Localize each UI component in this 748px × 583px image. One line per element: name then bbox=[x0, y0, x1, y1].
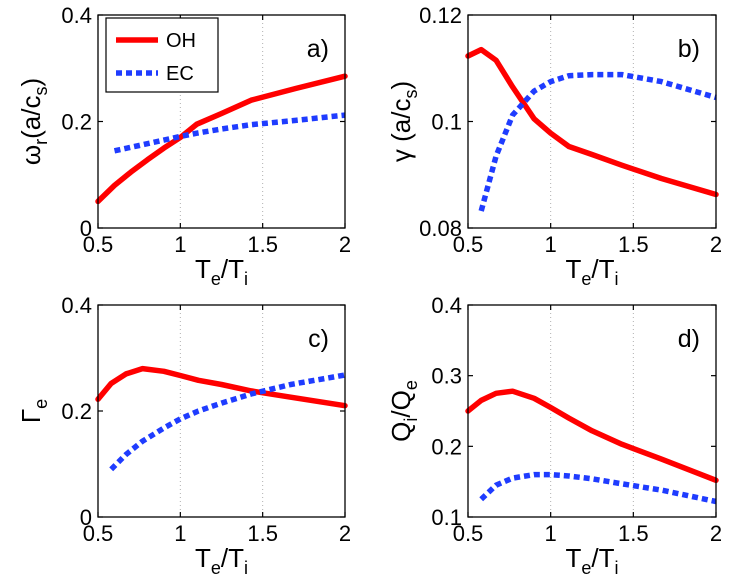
x-tick-label: 1.5 bbox=[618, 232, 649, 257]
y-tick-label: 0.2 bbox=[61, 110, 92, 135]
series-ec-line bbox=[479, 471, 717, 505]
panel-label: b) bbox=[678, 35, 700, 63]
label-part: i bbox=[244, 558, 248, 578]
y-axis-label: Γe bbox=[16, 399, 51, 423]
x-tick-label: 2 bbox=[710, 232, 722, 257]
y-tick-label: 0.1 bbox=[431, 505, 462, 530]
label-part: e bbox=[211, 558, 221, 578]
label-part: i bbox=[615, 558, 619, 578]
label-part: T bbox=[195, 254, 211, 284]
x-tick-label: 0.5 bbox=[453, 232, 484, 257]
x-tick-label: 2 bbox=[339, 521, 351, 546]
y-tick-label: 0.3 bbox=[431, 364, 462, 389]
series-ec-line bbox=[478, 71, 717, 212]
series-ec-line bbox=[113, 112, 346, 154]
panel-label: d) bbox=[678, 325, 700, 353]
label-part: s bbox=[401, 90, 421, 99]
x-axis-label: Te/Ti bbox=[195, 543, 248, 578]
series-oh-line bbox=[95, 73, 348, 205]
y-tick-label: 0.12 bbox=[419, 3, 462, 28]
x-axis-label: Te/Ti bbox=[195, 254, 248, 289]
label-part: T bbox=[565, 543, 581, 573]
label-part: T bbox=[195, 543, 211, 573]
x-axis-label: Te/Ti bbox=[565, 254, 618, 289]
y-tick-label: 0.4 bbox=[431, 293, 462, 318]
series-ec-line bbox=[109, 372, 346, 472]
x-axis-label: Te/Ti bbox=[565, 543, 618, 578]
panel-b: 0.5 1 1.5 2 0.08 0.1 0.12 b) Te/Ti γ (a/cs) bbox=[386, 3, 722, 289]
label-part: Q bbox=[386, 422, 416, 442]
y-tick-label: 0.2 bbox=[431, 434, 462, 459]
y-axis-label: γ (a/cs) bbox=[386, 81, 421, 162]
label-part: e bbox=[401, 380, 421, 390]
label-part: (a/c bbox=[16, 96, 46, 139]
x-tick-label: 1 bbox=[545, 232, 557, 257]
panel-c: 0.5 1 1.5 2 0 0.2 0.4 c) Te/Ti Γe bbox=[16, 293, 351, 578]
label-part: i bbox=[244, 269, 248, 289]
x-tick-label: 1 bbox=[174, 232, 186, 257]
series-oh-line bbox=[465, 388, 719, 484]
label-part: e bbox=[211, 269, 221, 289]
label-part: s bbox=[31, 87, 51, 96]
label-part: ) bbox=[16, 78, 46, 87]
x-tick-label: 1 bbox=[174, 521, 186, 546]
legend-label-ec: EC bbox=[166, 63, 194, 85]
y-axis-label: Qi/Qe bbox=[386, 380, 421, 442]
y-tick-label: 0.08 bbox=[419, 216, 462, 241]
y-tick-label: 0.4 bbox=[61, 3, 92, 28]
label-part: Γ bbox=[16, 409, 46, 423]
label-part: T bbox=[565, 254, 581, 284]
panel-a: 0.5 1 1.5 2 0 0.2 0.4 a) Te/Ti ωr(a/cs) OH EC bbox=[16, 3, 351, 289]
label-part: i bbox=[615, 269, 619, 289]
legend-label-oh: OH bbox=[166, 30, 196, 52]
x-tick-label: 0.5 bbox=[83, 521, 114, 546]
x-tick-label: 2 bbox=[710, 521, 722, 546]
x-tick-label: 0.5 bbox=[453, 521, 484, 546]
y-tick-label: 0 bbox=[80, 505, 92, 530]
x-tick-label: 1.5 bbox=[618, 521, 649, 546]
plot-area bbox=[98, 305, 345, 517]
legend: OH EC bbox=[105, 17, 219, 93]
y-tick-label: 0 bbox=[80, 216, 92, 241]
label-part: r bbox=[31, 139, 51, 145]
y-tick-label: 0.4 bbox=[61, 293, 92, 318]
label-part: e bbox=[31, 399, 51, 409]
y-tick-label: 0.1 bbox=[431, 110, 462, 135]
label-part: /T bbox=[591, 543, 614, 573]
legend-box bbox=[105, 17, 219, 93]
x-tick-label: 1.5 bbox=[247, 521, 278, 546]
x-tick-label: 1 bbox=[545, 521, 557, 546]
label-part: /T bbox=[221, 543, 244, 573]
panel-label: c) bbox=[308, 325, 329, 353]
y-axis-label: ωr(a/cs) bbox=[16, 78, 51, 165]
label-part: e bbox=[581, 269, 591, 289]
label-part: i bbox=[401, 418, 421, 422]
series-oh-line bbox=[465, 46, 719, 198]
label-part: γ bbox=[386, 149, 416, 162]
label-part: /Q bbox=[386, 390, 416, 417]
label-part: ω bbox=[16, 145, 46, 165]
x-tick-label: 2 bbox=[339, 232, 351, 257]
panel-label: a) bbox=[307, 35, 329, 63]
label-part: /T bbox=[221, 254, 244, 284]
x-tick-label: 0.5 bbox=[83, 232, 114, 257]
axes-box bbox=[467, 304, 717, 518]
x-tick-label: 1.5 bbox=[247, 232, 278, 257]
label-part: e bbox=[581, 558, 591, 578]
label-part: (a/c bbox=[386, 99, 416, 150]
label-part: ) bbox=[386, 81, 416, 90]
label-part: /T bbox=[591, 254, 614, 284]
y-tick-label: 0.2 bbox=[61, 399, 92, 424]
